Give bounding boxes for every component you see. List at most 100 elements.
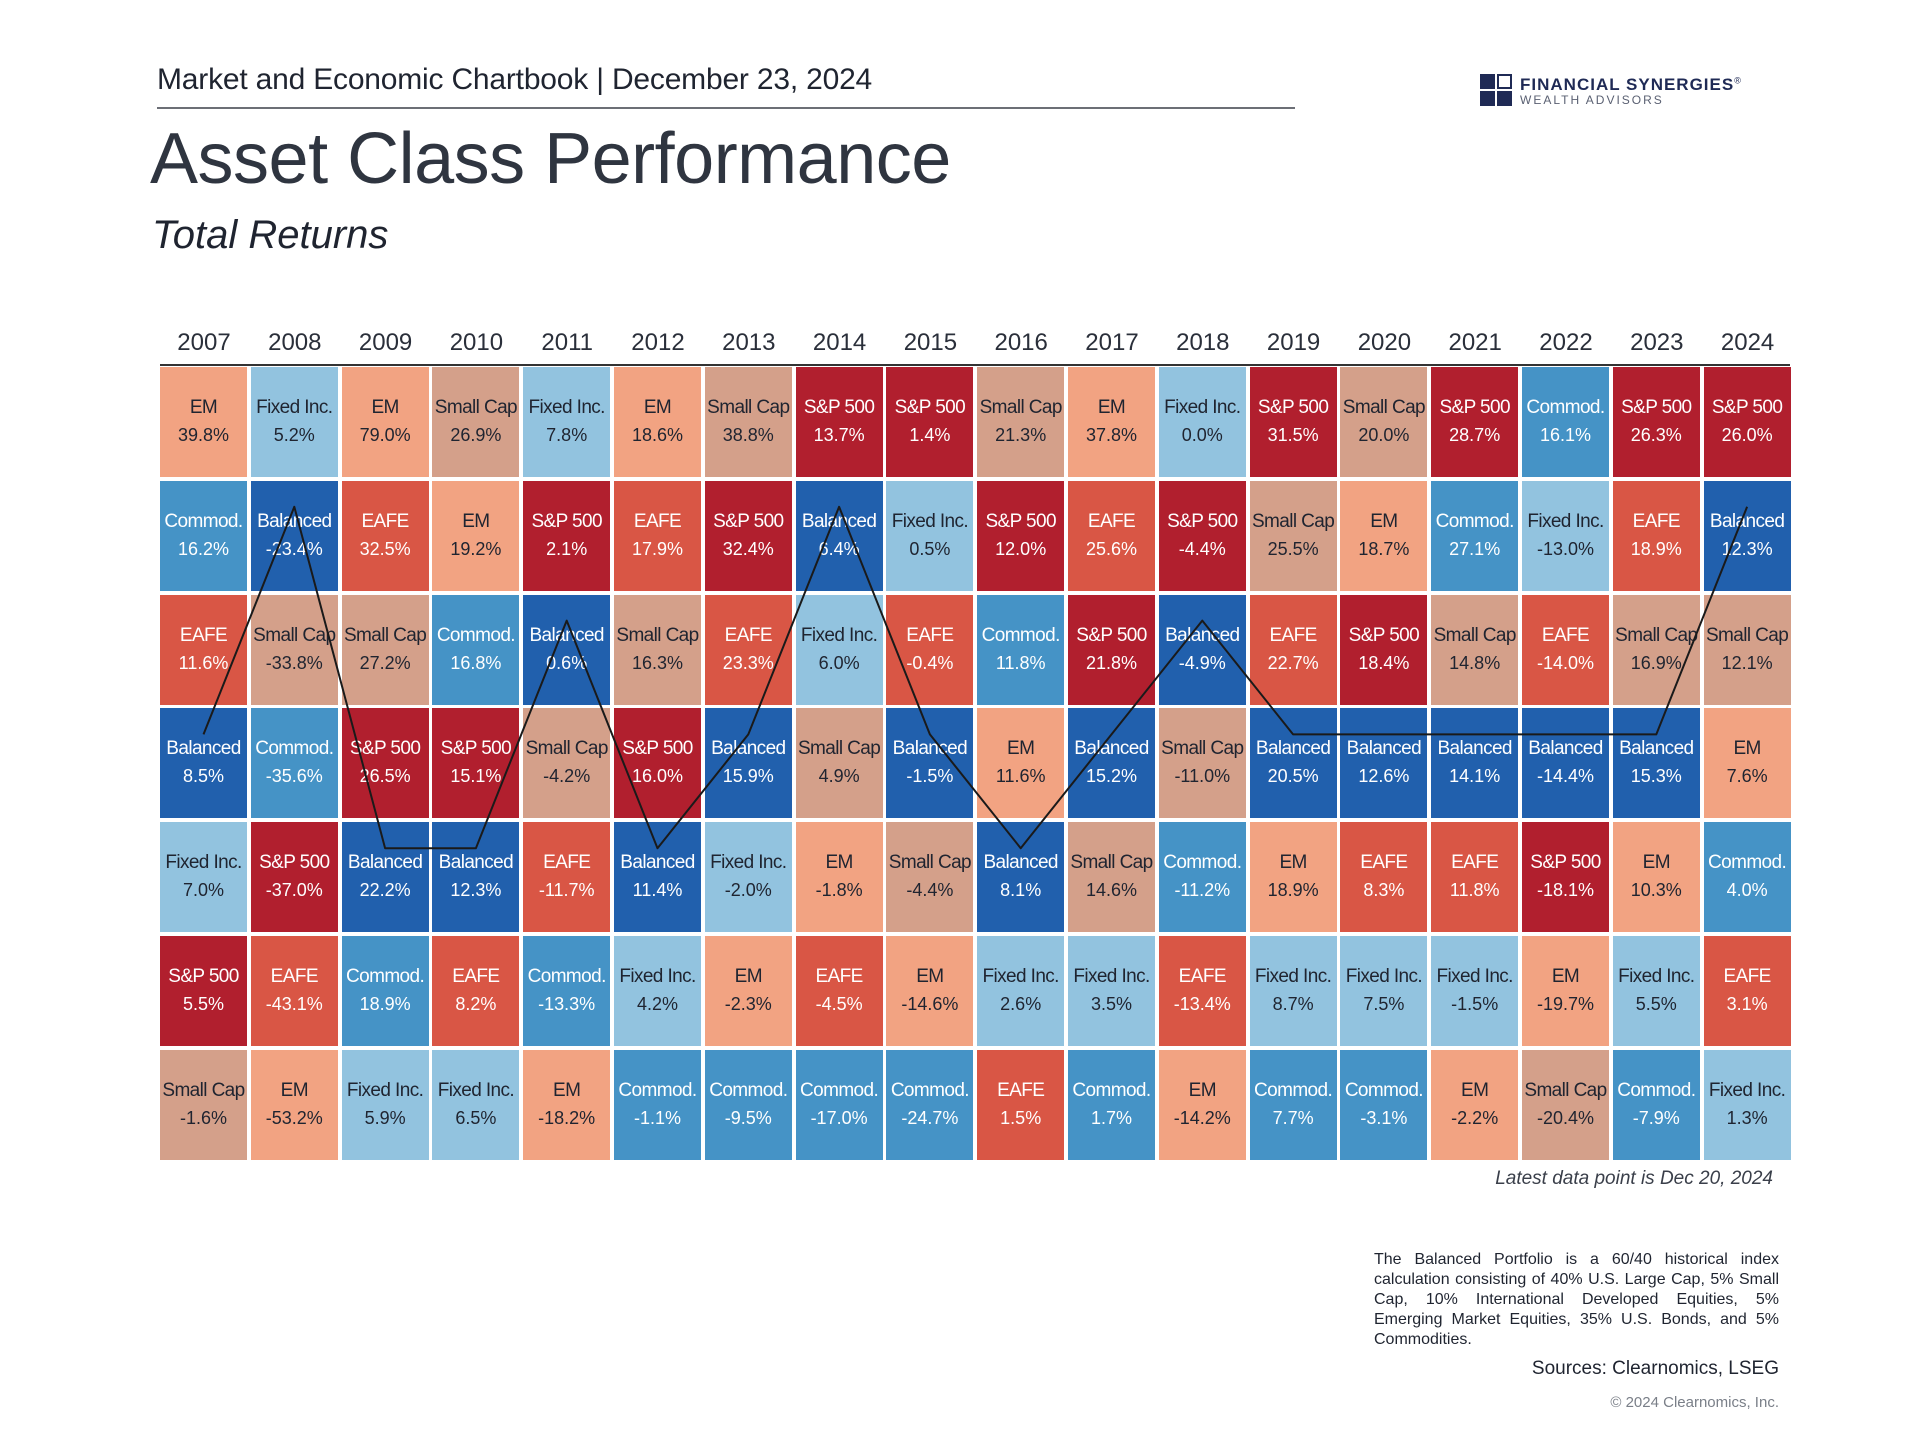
asset-cell: EAFE 11.8%	[1431, 822, 1519, 933]
asset-cell-label: S&P 500	[531, 510, 602, 532]
asset-cell-value: -11.2%	[1174, 880, 1231, 901]
asset-cell-label: S&P 500	[803, 397, 875, 418]
asset-cell-value: -11.7%	[538, 880, 595, 901]
asset-cell-label: S&P 500	[1530, 852, 1601, 874]
asset-cell-value: 11.8%	[1449, 880, 1500, 901]
asset-cell-value: 3.5%	[1090, 994, 1133, 1014]
asset-cell-label: Commod.	[800, 1079, 879, 1101]
year-label: 2016	[994, 329, 1048, 356]
asset-cell-value: -1.5%	[1451, 994, 1499, 1014]
asset-cell: Fixed Inc. -13.0%	[1522, 480, 1609, 591]
asset-cell: Commod. 4.0%	[1703, 822, 1791, 933]
asset-cell: Commod. -35.6%	[250, 708, 338, 819]
asset-cell-label: Small Cap	[1161, 738, 1244, 760]
asset-cell-label: Small Cap	[1615, 624, 1698, 646]
asset-cell-label: Commod.	[1254, 1079, 1333, 1101]
asset-cell-label: Balanced	[892, 738, 968, 760]
asset-cell: Balanced 15.3%	[1612, 708, 1700, 819]
asset-cell-value: 5.2%	[273, 425, 315, 445]
asset-cell: S&P 500 -37.0%	[250, 822, 338, 933]
asset-cell-label: S&P 500	[440, 738, 512, 760]
asset-cell-label: Fixed Inc.	[256, 397, 333, 418]
asset-cell-label: EM	[462, 510, 490, 532]
asset-cell-label: Balanced	[801, 510, 877, 532]
asset-cell-value: -2.0%	[724, 880, 772, 901]
asset-cell-value: 18.9%	[1630, 538, 1682, 559]
year-header-divider	[160, 364, 1790, 366]
asset-cell: EAFE 8.2%	[432, 936, 520, 1046]
asset-cell-label: EM	[825, 852, 853, 874]
asset-cell-label: S&P 500	[985, 510, 1056, 532]
asset-cell-label: EAFE	[1451, 852, 1499, 874]
asset-class-quilt: 2007 2008 2009 2010 2011 2012 2013 2014 2015 2016…	[160, 329, 1791, 1160]
asset-cell: EM -14.2%	[1158, 1049, 1246, 1160]
asset-cell-value: -13.4%	[1173, 994, 1231, 1014]
asset-cell: Fixed Inc. 1.3%	[1703, 1049, 1791, 1160]
asset-cell-label: Fixed Inc.	[1164, 397, 1241, 418]
asset-cell-label: Balanced	[711, 738, 786, 760]
asset-cell: Balanced 6.4%	[795, 480, 883, 591]
asset-cell-value: -2.2%	[1451, 1107, 1499, 1128]
asset-cell-value: 4.9%	[818, 766, 860, 787]
asset-cell-value: 16.1%	[1539, 425, 1592, 445]
year-label: 2020	[1357, 329, 1412, 356]
asset-cell-label: EAFE	[452, 966, 500, 987]
asset-cell: Small Cap 25.5%	[1249, 480, 1337, 591]
asset-cell: S&P 500 -4.4%	[1158, 480, 1246, 591]
asset-cell-value: -1.6%	[179, 1107, 228, 1128]
logo-name: FINANCIAL SYNERGIES®	[1520, 75, 1742, 94]
asset-cell-label: Balanced	[1346, 738, 1422, 760]
asset-cell-value: -43.1%	[265, 994, 323, 1014]
asset-cell-label: Balanced	[1619, 738, 1694, 760]
asset-cell: EM -1.8%	[795, 822, 883, 933]
asset-cell-label: Small Cap	[616, 624, 699, 646]
balanced-portfolio-footnote: The Balanced Portfolio is a 60/40 histor…	[1374, 1251, 1779, 1348]
asset-cell-value: 26.3%	[1630, 425, 1682, 445]
asset-cell-value: 7.0%	[182, 880, 225, 901]
asset-cell-label: Small Cap	[979, 397, 1063, 418]
asset-cell-value: 19.2%	[450, 538, 502, 559]
year-label: 2013	[722, 329, 776, 356]
page-title: Asset Class Performance	[150, 119, 951, 199]
asset-cell-value: 37.8%	[1085, 425, 1138, 445]
asset-cell-value: 6.4%	[818, 538, 860, 559]
asset-cell-value: 8.3%	[1363, 880, 1405, 901]
year-label: 2022	[1539, 329, 1593, 356]
asset-cell-value: 27.2%	[359, 652, 411, 673]
asset-cell-value: 20.5%	[1267, 766, 1319, 787]
asset-cell: Balanced 8.1%	[977, 822, 1065, 933]
asset-cell: EAFE 3.1%	[1703, 936, 1791, 1046]
asset-cell-label: EM	[189, 397, 218, 418]
asset-cell-value: 11.4%	[632, 880, 683, 901]
asset-cell: Balanced 15.9%	[704, 708, 792, 819]
asset-cell-label: Balanced	[1255, 738, 1331, 760]
asset-cell-value: 18.4%	[1358, 652, 1410, 673]
asset-cell-label: EAFE	[906, 624, 954, 646]
asset-cell-value: -14.2%	[1173, 1107, 1231, 1128]
asset-cell-value: 12.1%	[1721, 652, 1773, 673]
asset-cell: Commod. -7.9%	[1612, 1049, 1700, 1160]
asset-cell: EM 18.7%	[1340, 480, 1428, 591]
asset-cell-value: 8.1%	[1000, 880, 1042, 901]
year-label: 2021	[1448, 329, 1502, 356]
asset-cell-value: 26.0%	[1721, 425, 1773, 445]
asset-cell-value: 32.4%	[722, 538, 774, 559]
asset-cell-value: -9.5%	[724, 1107, 772, 1128]
asset-cell-value: -18.2%	[538, 1107, 596, 1128]
asset-cell: EM 39.8%	[160, 367, 247, 477]
asset-cell-label: Balanced	[529, 624, 604, 646]
year-label: 2019	[1266, 329, 1321, 356]
asset-cell-value: 21.8%	[1085, 652, 1138, 673]
asset-cell: S&P 500 13.7%	[795, 367, 883, 477]
asset-cell: EM -2.3%	[704, 936, 792, 1046]
asset-cell-label: Small Cap	[1070, 852, 1153, 874]
asset-cell-label: Balanced	[1709, 510, 1785, 532]
asset-cell: EAFE -13.4%	[1158, 936, 1246, 1046]
asset-cell-label: EM	[1007, 738, 1035, 760]
asset-cell-label: EM	[1370, 510, 1398, 532]
asset-cell: Fixed Inc. 7.0%	[160, 822, 247, 933]
asset-cell: Commod. 16.1%	[1522, 367, 1609, 477]
asset-cell-label: Fixed Inc.	[1436, 966, 1514, 987]
asset-cell-label: S&P 500	[349, 738, 421, 760]
asset-cell-label: Balanced	[166, 738, 241, 760]
